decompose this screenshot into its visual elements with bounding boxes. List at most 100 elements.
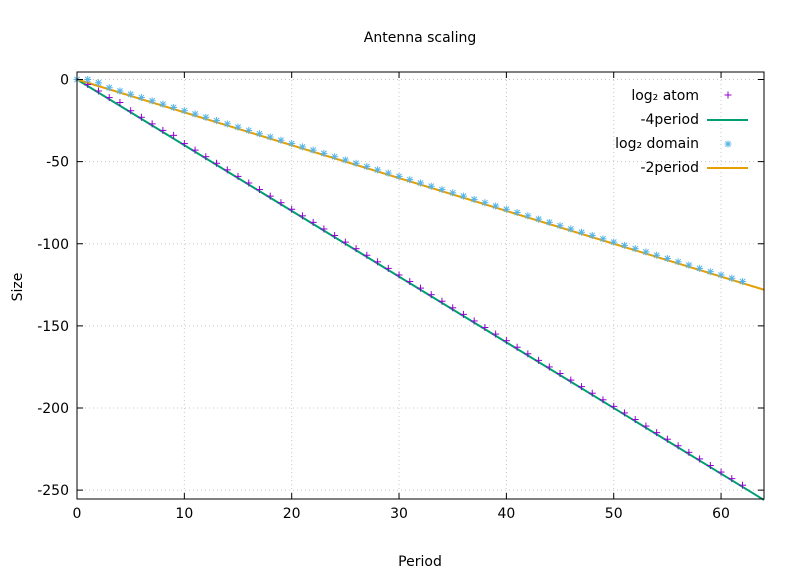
data-point [513, 209, 521, 217]
data-point [148, 120, 156, 128]
data-point [331, 153, 339, 161]
x-tick-label: 60 [712, 506, 730, 522]
data-point [266, 133, 274, 141]
data-point [331, 232, 339, 240]
data-point [223, 166, 231, 174]
data-point [341, 238, 349, 246]
data-point [180, 107, 188, 115]
data-point [674, 258, 682, 266]
data-point [459, 192, 467, 200]
data-point [663, 255, 671, 263]
chart-title: Antenna scaling [364, 30, 476, 46]
data-point [320, 149, 328, 157]
data-point [685, 261, 693, 269]
data-point [341, 156, 349, 164]
legend-label: log₂ atom [631, 88, 699, 104]
data-point [706, 461, 714, 469]
x-tick-label: 0 [73, 506, 82, 522]
data-point [610, 402, 618, 410]
data-point [535, 356, 543, 364]
data-point [309, 218, 317, 226]
data-point [717, 468, 725, 476]
data-point [277, 199, 285, 207]
data-point [610, 238, 618, 246]
grid [77, 72, 764, 499]
data-point [84, 76, 92, 83]
data-point [631, 245, 639, 253]
data-point [427, 291, 435, 299]
data-point [137, 113, 145, 121]
data-point [395, 271, 403, 279]
data-point [352, 159, 360, 167]
data-point [524, 212, 532, 220]
data-point [191, 110, 199, 118]
data-point [363, 251, 371, 259]
data-point [255, 130, 263, 138]
data-point [438, 297, 446, 305]
data-point [127, 90, 135, 98]
data-point [105, 84, 113, 92]
data-point [674, 442, 682, 450]
data-point [502, 337, 510, 345]
data-point [363, 163, 371, 171]
y-tick-label: -100 [37, 237, 69, 253]
legend: log₂ atom -4period log₂ domain -2period [615, 88, 748, 176]
y-tick-label: -50 [46, 155, 69, 171]
data-point [588, 389, 596, 397]
data-point [599, 396, 607, 404]
data-point [170, 131, 178, 139]
data-point [642, 422, 650, 430]
x-tick-label: 30 [390, 506, 408, 522]
data-point [459, 310, 467, 318]
data-point [588, 232, 596, 240]
legend-item: log₂ atom [631, 88, 732, 104]
data-point [567, 225, 575, 233]
data-point [170, 103, 178, 111]
data-point [384, 169, 392, 177]
y-tick-label: 0 [60, 73, 69, 89]
data-point [417, 179, 424, 187]
data-point [288, 205, 296, 213]
y-tick-label: -200 [37, 401, 69, 417]
data-point [223, 120, 231, 128]
legend-label: -4period [640, 112, 699, 128]
data-point [202, 153, 210, 161]
legend-item: -2period [640, 160, 748, 176]
data-point [234, 172, 242, 180]
data-point [159, 126, 167, 134]
data-point [202, 113, 210, 121]
legend-item: log₂ domain [615, 136, 732, 152]
data-point [180, 140, 188, 148]
data-point [502, 205, 510, 213]
x-tick-label: 40 [497, 506, 515, 522]
data-point [642, 248, 650, 256]
data-point [492, 330, 500, 338]
data-point [234, 123, 242, 131]
data-point [449, 189, 457, 197]
data-point [449, 304, 457, 312]
data-point [524, 350, 532, 358]
data-point [245, 126, 253, 134]
data-point [116, 87, 124, 95]
data-point [481, 199, 489, 207]
data-point [298, 143, 306, 151]
x-tick-label: 10 [175, 506, 193, 522]
data-point [620, 241, 628, 249]
data-point [567, 376, 575, 384]
data-point [717, 271, 725, 279]
data-point [298, 212, 306, 220]
axis-ticks: 0 10 20 30 40 50 60 0 -50 -100 -150 -200 -250 [37, 72, 764, 522]
data-point [374, 166, 382, 174]
data-point [352, 245, 360, 253]
data-point [724, 91, 732, 99]
data-point [116, 98, 124, 106]
data-point [320, 225, 328, 233]
data-point [438, 186, 446, 194]
data-point [728, 274, 736, 282]
data-point [309, 146, 317, 154]
data-point [492, 202, 500, 210]
data-point [213, 159, 221, 167]
data-point [728, 475, 736, 483]
data-point [406, 176, 414, 184]
data-point [255, 186, 263, 194]
